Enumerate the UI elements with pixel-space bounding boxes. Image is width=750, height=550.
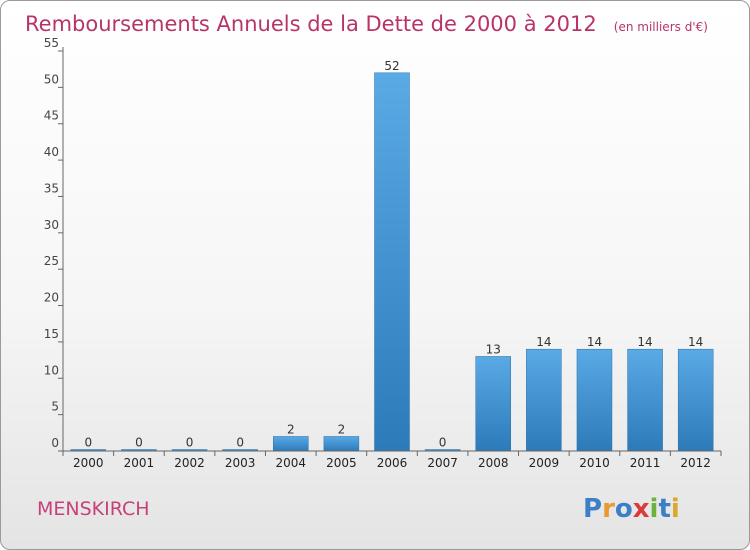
x-tick-label: 2011 [630, 456, 661, 470]
chart-title-line: Remboursements Annuels de la Dette de 20… [25, 12, 708, 36]
bar-2011 [627, 348, 663, 452]
data-label-2001: 0 [135, 436, 143, 450]
bar-2010 [576, 348, 613, 452]
logo-letter: i [650, 494, 659, 524]
y-tick-label: 35 [44, 181, 59, 195]
x-tick-label: 2012 [680, 456, 711, 470]
y-tick-label: 0 [51, 436, 59, 450]
x-axis: 2000 2001 2002 2003 2004 2005 2006 2007 2008 2009… [62, 450, 722, 470]
y-axis: 0 5 10 15 20 25 30 35 40 45 50 55 [44, 36, 64, 452]
x-tick-label: 2006 [377, 456, 408, 470]
commune-name: MENSKIRCH [37, 498, 150, 520]
y-tick-label: 25 [44, 254, 59, 268]
y-tick-label: 15 [44, 327, 59, 341]
data-label-2005: 2 [338, 422, 346, 436]
bar-2008 [475, 356, 511, 452]
bar-2006 [374, 72, 410, 452]
x-tick-label: 2005 [326, 456, 357, 470]
x-tick-label: 2002 [174, 456, 205, 470]
data-label-2003: 0 [236, 436, 244, 450]
x-tick-label: 2001 [124, 456, 155, 470]
y-tick-label: 30 [44, 218, 59, 232]
y-tick-label: 5 [51, 400, 59, 414]
x-tick-label: 2004 [275, 456, 306, 470]
y-tick-label: 50 [44, 72, 59, 86]
x-tick-label: 2008 [478, 456, 509, 470]
data-label-2006: 52 [384, 59, 399, 73]
bar-2004 [273, 436, 309, 452]
y-tick-label: 10 [44, 363, 59, 377]
logo-letter: x [633, 494, 650, 524]
logo-letter: r [602, 494, 615, 524]
y-tick-label: 45 [44, 109, 59, 123]
y-tick-label: 40 [44, 145, 59, 159]
chart-title: Remboursements Annuels de la Dette de 20… [25, 12, 597, 36]
proxiti-logo: Proxiti [583, 494, 680, 524]
data-label-2000: 0 [84, 436, 92, 450]
data-label-2002: 0 [186, 436, 194, 450]
logo-letter: t [658, 494, 670, 524]
y-tick-label: 20 [44, 291, 59, 305]
logo-letter: o [615, 494, 633, 524]
bar-2009 [526, 348, 562, 452]
bar-2005 [323, 436, 360, 452]
logo-letter: i [671, 494, 680, 524]
y-tick-label: 55 [44, 36, 59, 50]
x-tick-label: 2003 [225, 456, 256, 470]
x-tick-label: 2010 [579, 456, 610, 470]
data-label-2011: 14 [637, 335, 652, 349]
chart-unit-note: (en milliers d'€) [614, 20, 708, 34]
data-label-2012: 14 [688, 335, 703, 349]
data-label-2004: 2 [287, 422, 295, 436]
logo-letter: P [583, 494, 602, 524]
x-tick-label: 2007 [427, 456, 458, 470]
x-tick-label: 2009 [529, 456, 560, 470]
data-label-2009: 14 [536, 335, 551, 349]
x-tick-label: 2000 [73, 456, 104, 470]
data-label-2010: 14 [587, 335, 602, 349]
bars: 0 0 0 0 2 2 52 0 13 14 14 14 14 [70, 59, 714, 452]
data-label-2007: 0 [439, 436, 447, 450]
bar-2012 [677, 348, 714, 452]
data-label-2008: 13 [486, 342, 501, 356]
